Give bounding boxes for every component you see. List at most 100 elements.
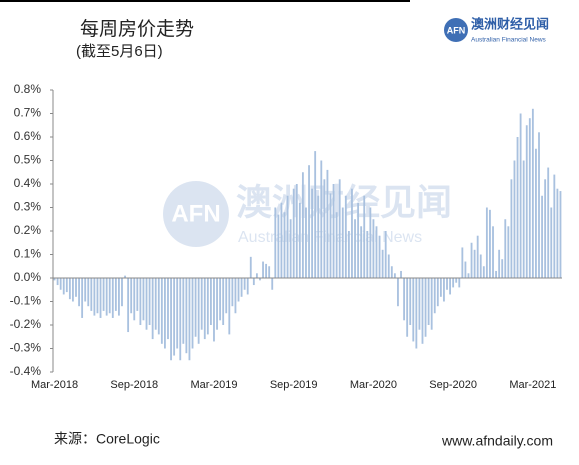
bar	[320, 160, 323, 278]
bar	[541, 195, 543, 278]
bar	[485, 207, 488, 278]
logo-mark: AFN	[447, 25, 466, 35]
bar	[206, 278, 209, 335]
bar	[369, 207, 372, 278]
bar	[68, 278, 71, 300]
bar	[326, 169, 329, 278]
bar	[167, 278, 169, 340]
bar	[286, 195, 289, 278]
bar	[424, 278, 427, 337]
logo-circle	[444, 18, 468, 42]
y-tick-label: 0.7%	[14, 106, 42, 120]
bar	[403, 278, 406, 321]
bar	[81, 278, 84, 318]
bar	[280, 202, 283, 278]
bar	[535, 148, 537, 278]
bar	[375, 226, 378, 278]
bar	[332, 184, 335, 278]
chart-subtitle: (截至5月6日)	[76, 43, 163, 60]
bar	[121, 278, 123, 307]
bar	[467, 273, 470, 278]
bar	[547, 167, 550, 278]
bar	[301, 172, 304, 278]
bar	[439, 278, 442, 297]
bar	[139, 278, 142, 325]
bar	[538, 132, 540, 278]
bar	[400, 270, 402, 278]
bar	[124, 275, 126, 278]
bar	[237, 278, 240, 302]
bar	[458, 278, 461, 288]
bar	[351, 188, 353, 278]
bar	[243, 278, 246, 290]
bar	[292, 188, 295, 278]
bar	[305, 207, 307, 278]
bar	[163, 278, 166, 349]
y-tick-label: 0.1%	[14, 247, 42, 261]
bar	[154, 278, 157, 330]
bar	[415, 278, 418, 349]
bar	[93, 278, 96, 316]
bar	[234, 278, 237, 314]
bar	[461, 247, 464, 278]
bar	[473, 249, 476, 278]
y-tick-label: 0.6%	[14, 129, 42, 143]
bar	[151, 278, 154, 340]
bar	[259, 278, 261, 281]
bar	[108, 278, 111, 314]
y-tick-label: 0.3%	[14, 200, 42, 214]
bar	[495, 270, 497, 278]
bar	[387, 254, 390, 278]
bar	[501, 259, 504, 278]
bar	[489, 209, 491, 278]
x-tick-label: Sep-2020	[429, 379, 477, 391]
bar	[381, 249, 384, 278]
bar	[522, 160, 525, 278]
watermark-name: 澳洲财经见闻	[236, 182, 452, 223]
y-tick-label: 0.5%	[14, 153, 42, 167]
bar	[525, 125, 528, 278]
bar	[556, 188, 559, 278]
bar	[479, 254, 482, 278]
x-tick-label: Mar-2019	[190, 379, 237, 391]
bar	[185, 278, 188, 354]
bar	[516, 137, 519, 278]
bar	[366, 231, 369, 278]
bar	[200, 278, 203, 330]
bar	[531, 108, 534, 278]
bar	[329, 193, 332, 278]
bar	[335, 212, 338, 278]
bar	[173, 278, 176, 356]
bar	[317, 195, 320, 278]
y-tick-label: 0.4%	[14, 176, 42, 190]
bar	[213, 278, 215, 342]
y-tick-label: -0.2%	[10, 317, 42, 331]
bar	[130, 278, 133, 314]
bar	[246, 278, 249, 295]
bar	[510, 179, 513, 278]
bar	[283, 212, 286, 278]
bar	[157, 278, 160, 335]
bar	[75, 278, 77, 297]
logo-name: 澳洲财经见闻	[471, 16, 549, 31]
watermark-mark: AFN	[171, 200, 220, 227]
bar	[225, 278, 228, 314]
bar	[338, 179, 341, 278]
bar	[498, 249, 501, 278]
bar	[464, 261, 467, 278]
bar	[53, 278, 56, 281]
bar	[393, 273, 396, 278]
bar	[240, 278, 243, 297]
bar	[262, 261, 264, 278]
bar	[553, 174, 556, 278]
bar	[559, 191, 562, 278]
bar	[470, 242, 473, 278]
watermark-circle	[163, 181, 229, 247]
bar	[452, 278, 455, 288]
bar	[90, 278, 93, 311]
y-tick-label: -0.3%	[10, 341, 42, 355]
website: www.afndaily.com	[441, 433, 553, 449]
bar	[504, 219, 507, 278]
bar	[347, 231, 350, 278]
y-tick-label: 0.2%	[14, 223, 42, 237]
